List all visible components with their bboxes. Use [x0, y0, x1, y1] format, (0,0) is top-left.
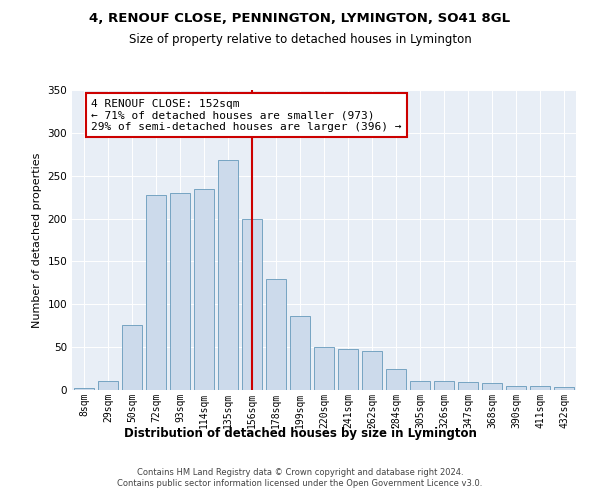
Bar: [338, 349, 358, 390]
Bar: [122, 325, 142, 390]
Bar: [74, 388, 94, 390]
Y-axis label: Number of detached properties: Number of detached properties: [32, 152, 42, 328]
Bar: [194, 188, 214, 390]
Text: Distribution of detached houses by size in Lymington: Distribution of detached houses by size …: [124, 428, 476, 440]
Bar: [98, 382, 118, 390]
Bar: [506, 386, 526, 390]
Bar: [530, 386, 550, 390]
Bar: [146, 194, 166, 390]
Bar: [314, 347, 334, 390]
Bar: [242, 218, 262, 390]
Bar: [290, 316, 310, 390]
Bar: [170, 193, 190, 390]
Bar: [362, 350, 382, 390]
Bar: [458, 382, 478, 390]
Bar: [410, 380, 430, 390]
Text: 4 RENOUF CLOSE: 152sqm
← 71% of detached houses are smaller (973)
29% of semi-de: 4 RENOUF CLOSE: 152sqm ← 71% of detached…: [91, 98, 402, 132]
Text: 4, RENOUF CLOSE, PENNINGTON, LYMINGTON, SO41 8GL: 4, RENOUF CLOSE, PENNINGTON, LYMINGTON, …: [89, 12, 511, 26]
Bar: [554, 388, 574, 390]
Bar: [434, 382, 454, 390]
Text: Size of property relative to detached houses in Lymington: Size of property relative to detached ho…: [128, 32, 472, 46]
Bar: [218, 160, 238, 390]
Bar: [386, 368, 406, 390]
Bar: [266, 278, 286, 390]
Bar: [482, 383, 502, 390]
Text: Contains HM Land Registry data © Crown copyright and database right 2024.
Contai: Contains HM Land Registry data © Crown c…: [118, 468, 482, 487]
